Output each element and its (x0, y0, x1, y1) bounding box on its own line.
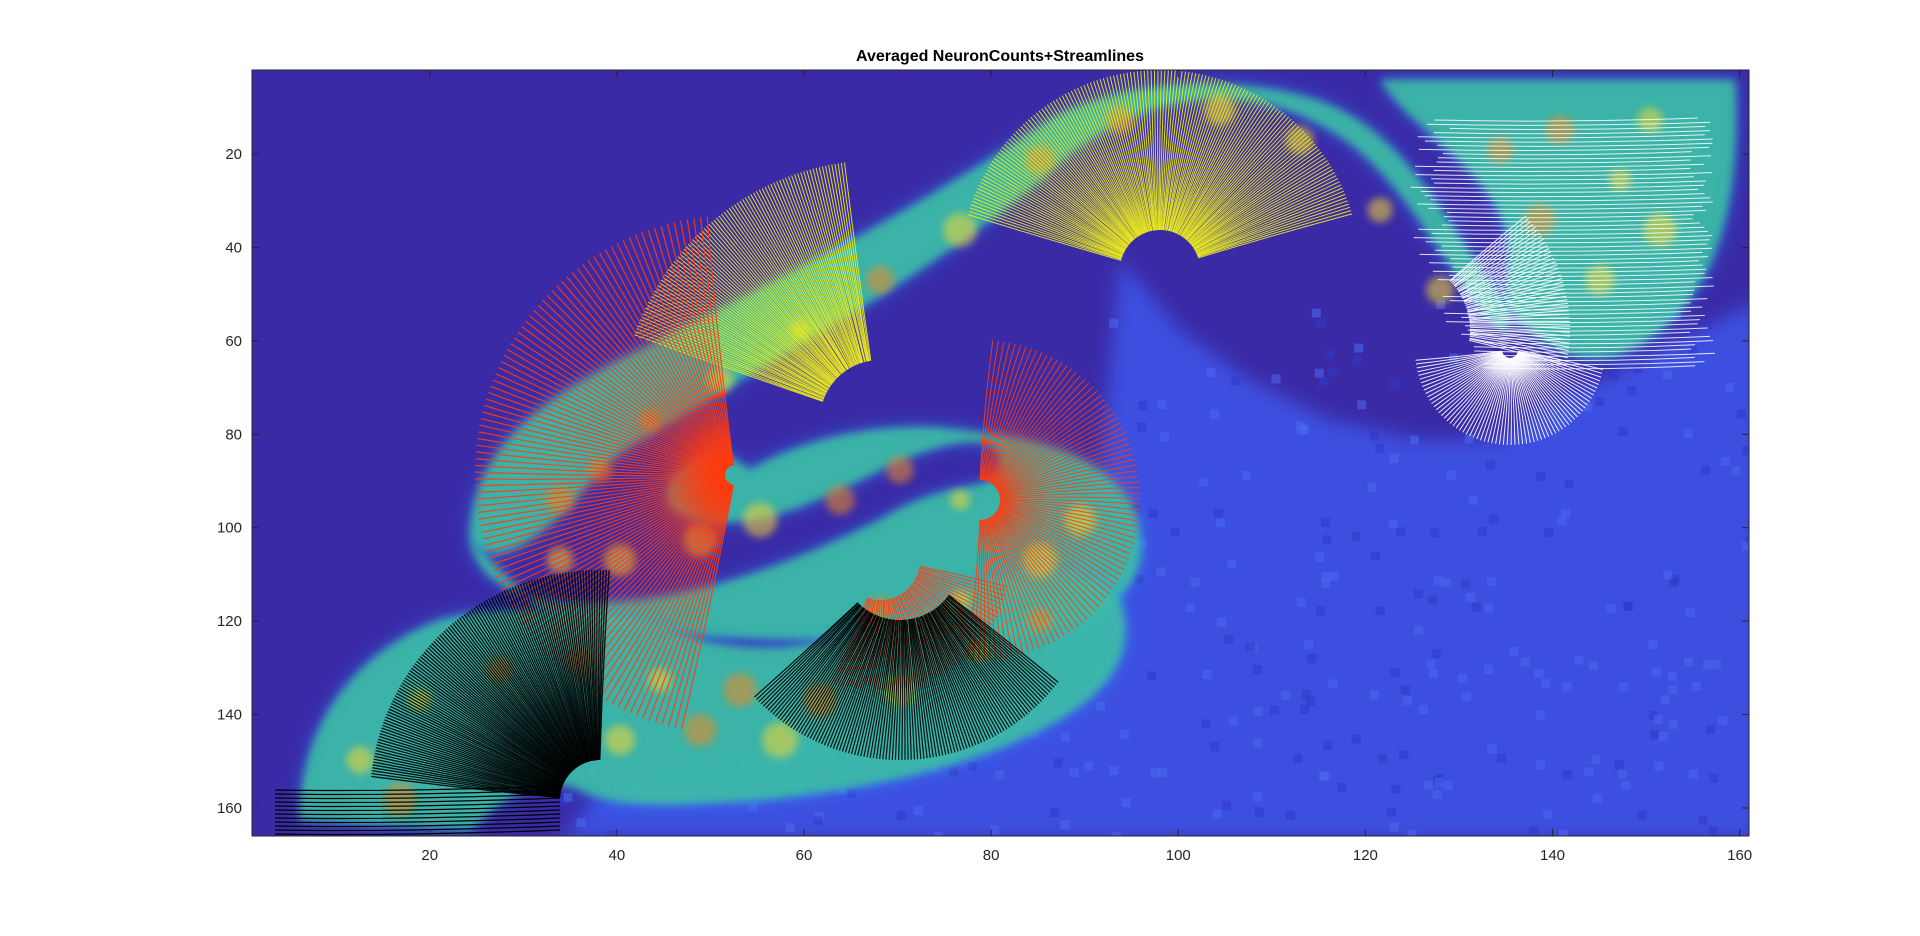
chart-title: Averaged NeuronCounts+Streamlines (856, 48, 1144, 65)
y-tick-label: 120 (217, 613, 242, 630)
y-tick-label: 100 (217, 520, 242, 537)
x-tick-label: 160 (1727, 847, 1752, 864)
x-tick-label: 140 (1540, 847, 1565, 864)
x-tick-label: 100 (1166, 847, 1191, 864)
x-tick-label: 40 (609, 847, 626, 864)
axes-box (251, 69, 1750, 837)
x-tick-label: 120 (1353, 847, 1378, 864)
streamlines (274, 70, 1716, 836)
y-tick-label: 160 (217, 800, 242, 817)
y-tick-label: 60 (225, 333, 242, 350)
y-axis: 20 40 60 80 100 120 140 160 (217, 146, 1749, 817)
y-tick-label: 20 (225, 146, 242, 163)
x-tick-label: 20 (421, 847, 438, 864)
y-tick-label: 80 (225, 426, 242, 443)
x-axis: 20 40 60 80 100 120 140 160 (421, 70, 1752, 864)
x-tick-label: 60 (796, 847, 813, 864)
y-tick-label: 140 (217, 707, 242, 724)
y-tick-label: 40 (225, 239, 242, 256)
plot-area (252, 70, 1749, 836)
tissue-region (563, 260, 1749, 836)
x-tick-label: 80 (983, 847, 1000, 864)
